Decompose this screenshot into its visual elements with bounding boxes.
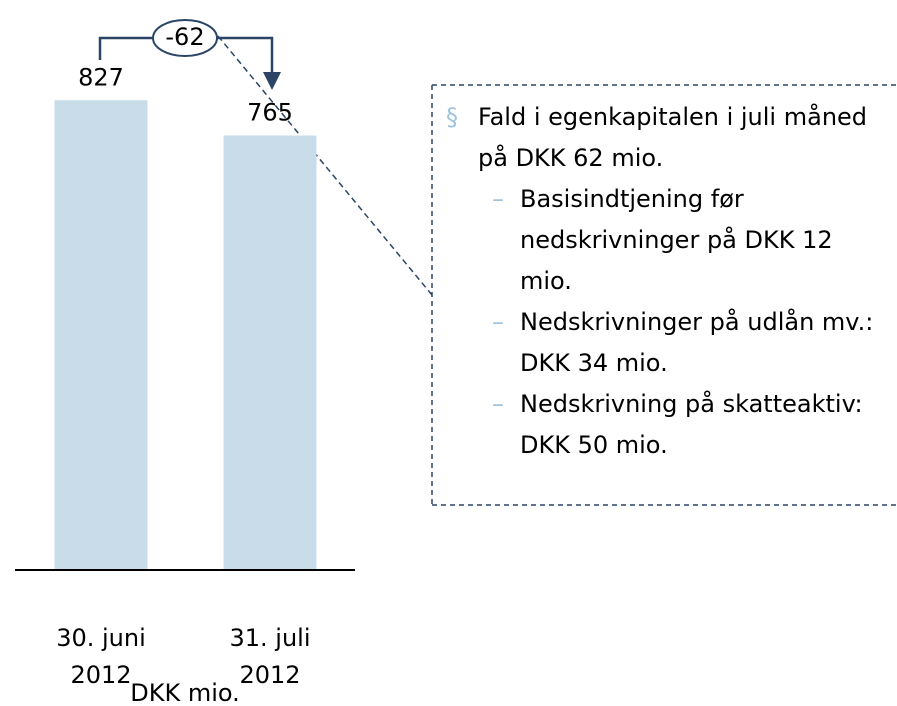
change-bubble bbox=[152, 19, 218, 57]
value-label: 765 bbox=[247, 98, 293, 126]
bracket bbox=[217, 36, 274, 75]
bullet: § bbox=[446, 103, 458, 131]
bar bbox=[223, 135, 317, 571]
bar bbox=[54, 100, 148, 570]
sub-item: Basisindtjening før nedskrivninger på DK… bbox=[492, 179, 890, 302]
bracket bbox=[98, 36, 153, 60]
x-tick-label: 31. juli 2012 bbox=[229, 624, 311, 689]
text-box: § Fald i egenkapitalen i juli måned på D… bbox=[446, 97, 890, 466]
sub-item: Nedskrivning på skatteaktiv: DKK 50 mio. bbox=[492, 384, 890, 466]
connector bbox=[217, 35, 433, 296]
main-text: Fald i egenkapitalen i juli måned på DKK… bbox=[478, 103, 868, 172]
change-label: -62 bbox=[165, 23, 204, 51]
x-tick-label: 30. juni 2012 bbox=[56, 624, 146, 689]
value-label: 827 bbox=[78, 63, 124, 91]
arrowhead bbox=[263, 72, 281, 90]
sub-list: Basisindtjening før nedskrivninger på DK… bbox=[478, 179, 890, 466]
x-axis-label: DKK mio. bbox=[130, 679, 240, 706]
sub-item: Nedskrivninger på udlån mv.: DKK 34 mio. bbox=[492, 302, 890, 384]
